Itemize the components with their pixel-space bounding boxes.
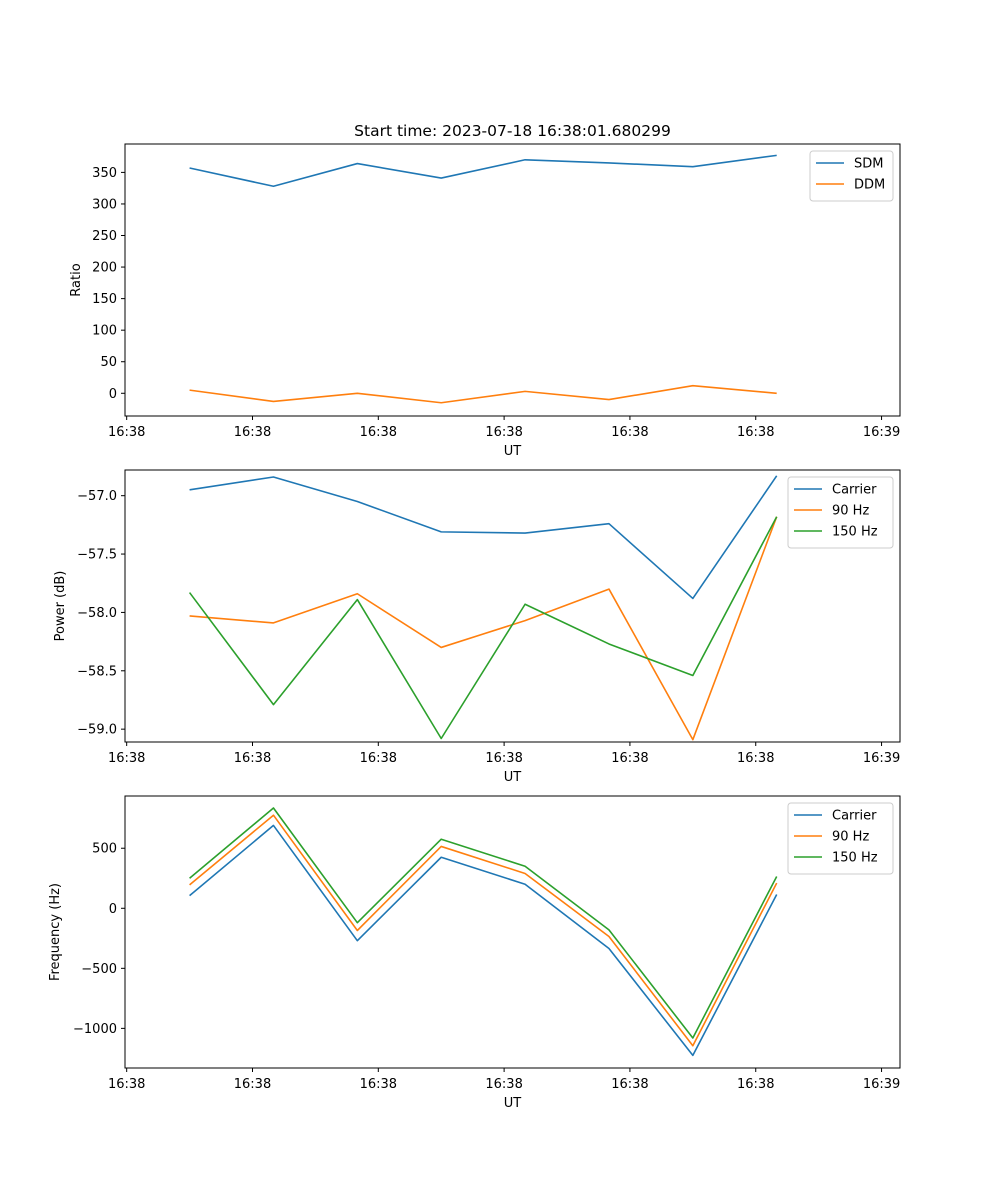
ratio-panel: 16:38 16:38 16:38 16:38 16:38 16:38 16:39 UT 0 50… — [69, 143, 901, 459]
power-x-tick-label: 16:38 — [234, 751, 271, 766]
frequency-x-tick-label: 16:38 — [360, 1077, 397, 1092]
ratio-legend-label-sdm: SDM — [854, 157, 883, 172]
ratio-series-sdm-line — [189, 154, 777, 188]
frequency-x-tick-label: 16:38 — [611, 1077, 648, 1092]
power-y-tick-label: −57.0 — [77, 489, 117, 504]
ratio-legend-label-ddm: DDM — [854, 178, 885, 193]
frequency-legend-label-carrier: Carrier — [832, 809, 877, 824]
ratio-y-tick-label: 250 — [92, 229, 117, 244]
frequency-x-axis-label: UT — [504, 1096, 522, 1111]
frequency-y-tick-label: 0 — [109, 902, 117, 917]
ratio-series-ddm-line — [189, 384, 777, 404]
power-legend: Carrier 90 Hz 150 Hz — [787, 476, 894, 549]
power-y-tick-label: −58.5 — [77, 664, 117, 679]
ratio-y-tick-label: 100 — [92, 324, 117, 339]
power-legend-label-90-hz: 90 Hz — [832, 504, 869, 519]
power-series-150-hz-line — [188, 516, 778, 740]
ratio-x-tick-label: 16:38 — [611, 425, 648, 440]
frequency-series-90-hz-line — [189, 814, 778, 1047]
frequency-x-tick-label: 16:38 — [108, 1077, 145, 1092]
power-panel: 16:38 16:38 16:38 16:38 16:38 16:38 16:39 UT −57… — [53, 469, 901, 785]
ratio-y-tick-label: 350 — [92, 166, 117, 181]
ratio-y-tick-label: 300 — [92, 197, 117, 212]
power-x-tick-label: 16:38 — [485, 751, 522, 766]
ratio-x-axis-label: UT — [504, 444, 522, 459]
frequency-x-tick-label: 16:39 — [863, 1077, 900, 1092]
power-x-tick-label: 16:38 — [737, 751, 774, 766]
ratio-x-tick-label: 16:38 — [360, 425, 397, 440]
frequency-y-tick-label: 500 — [92, 842, 117, 857]
power-x-tick-label: 16:38 — [611, 751, 648, 766]
frequency-panel: 16:38 16:38 16:38 16:38 16:38 16:38 16:39 UT 500… — [48, 795, 901, 1111]
ratio-axes-frame — [124, 143, 901, 417]
frequency-x-tick-label: 16:38 — [234, 1077, 271, 1092]
ratio-x-tick-label: 16:38 — [234, 425, 271, 440]
frequency-x-tick-label: 16:38 — [485, 1077, 522, 1092]
frequency-x-tick-label: 16:38 — [737, 1077, 774, 1092]
power-y-tick-label: −57.5 — [77, 548, 117, 563]
ratio-y-tick-label: 200 — [92, 261, 117, 276]
ratio-y-tick-label: 50 — [100, 355, 117, 370]
ratio-legend: SDM DDM — [809, 150, 894, 202]
ratio-x-tick-label: 16:38 — [737, 425, 774, 440]
power-y-tick-label: −59.0 — [77, 723, 117, 738]
ratio-y-tick-label: 0 — [109, 387, 117, 402]
power-legend-label-carrier: Carrier — [832, 483, 877, 498]
power-y-tick-label: −58.0 — [77, 606, 117, 621]
frequency-y-axis-label: Frequency (Hz) — [48, 883, 63, 981]
ratio-x-tick-label: 16:38 — [485, 425, 522, 440]
power-legend-label-150-hz: 150 Hz — [832, 525, 878, 540]
power-x-axis-label: UT — [504, 770, 522, 785]
frequency-y-tick-label: −1000 — [73, 1022, 117, 1037]
frequency-legend-label-150-hz: 150 Hz — [832, 851, 878, 866]
power-series-90-hz-line — [189, 516, 778, 741]
power-x-tick-label: 16:38 — [360, 751, 397, 766]
power-series-carrier-line — [189, 475, 778, 600]
ratio-x-tick-label: 16:39 — [863, 425, 900, 440]
power-x-tick-label: 16:38 — [108, 751, 145, 766]
frequency-legend: Carrier 90 Hz 150 Hz — [787, 802, 894, 875]
power-x-tick-label: 16:39 — [863, 751, 900, 766]
power-axes-frame — [124, 469, 901, 743]
frequency-series-carrier-line — [189, 824, 778, 1057]
ratio-y-axis-label: Ratio — [69, 263, 84, 296]
ratio-x-tick-label: 16:38 — [108, 425, 145, 440]
figure-title: Start time: 2023-07-18 16:38:01.680299 — [354, 122, 671, 140]
frequency-series-150-hz-line — [189, 807, 778, 1039]
frequency-legend-label-90-hz: 90 Hz — [832, 830, 869, 845]
power-y-axis-label: Power (dB) — [53, 571, 68, 642]
frequency-axes-frame — [124, 795, 901, 1069]
frequency-y-tick-label: −500 — [81, 962, 117, 977]
ratio-y-tick-label: 150 — [92, 292, 117, 307]
